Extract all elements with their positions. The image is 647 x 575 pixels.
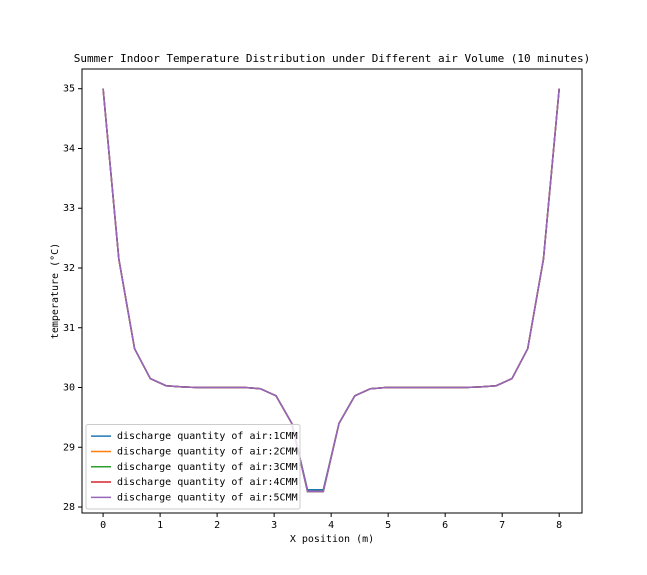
legend-label: discharge quantity of air:5CMM xyxy=(117,492,298,503)
x-tick-label: 5 xyxy=(385,520,391,531)
x-tick-label: 4 xyxy=(328,520,334,531)
y-tick-label: 30 xyxy=(63,383,75,394)
series-line xyxy=(102,88,560,493)
legend-label: discharge quantity of air:4CMM xyxy=(117,477,298,488)
y-tick-label: 28 xyxy=(63,502,75,513)
y-tick-label: 31 xyxy=(63,323,75,334)
x-tick-label: 3 xyxy=(271,520,277,531)
y-tick-label: 29 xyxy=(63,442,75,453)
x-axis-label: X position (m) xyxy=(290,534,374,545)
x-tick-label: 6 xyxy=(442,520,448,531)
y-tick-label: 33 xyxy=(63,203,75,214)
x-tick-label: 1 xyxy=(157,520,163,531)
legend-label: discharge quantity of air:3CMM xyxy=(117,462,298,473)
y-tick-label: 32 xyxy=(63,263,75,274)
x-tick-label: 0 xyxy=(100,520,106,531)
legend-label: discharge quantity of air:2CMM xyxy=(117,446,298,457)
y-tick-label: 34 xyxy=(63,143,75,154)
x-tick-label: 7 xyxy=(499,520,505,531)
legend-label: discharge quantity of air:1CMM xyxy=(117,431,298,442)
y-axis-label: temperature (°C) xyxy=(50,243,61,339)
x-tick-label: 2 xyxy=(214,520,220,531)
x-tick-label: 8 xyxy=(556,520,562,531)
legend-box xyxy=(85,424,301,510)
chart-title: Summer Indoor Temperature Distribution u… xyxy=(74,52,591,65)
plot-frame xyxy=(81,68,583,514)
y-tick-label: 35 xyxy=(63,84,75,95)
